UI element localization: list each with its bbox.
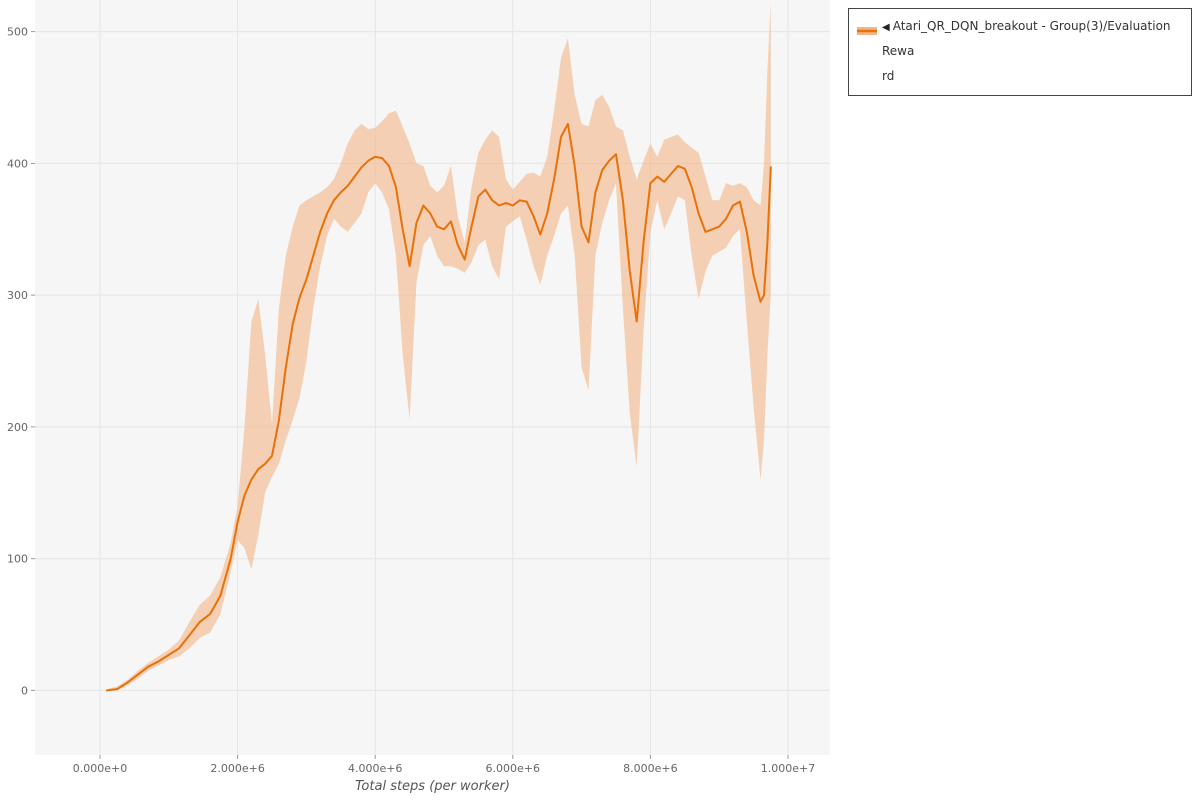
y-tick-label: 300 [7, 289, 28, 302]
chart-area: 0.000e+0 2.000e+6 4.000e+6 6.000e+6 8.000e+6… [0, 0, 840, 800]
legend-marker-icon: ◀ [882, 22, 890, 33]
x-axis-label: Total steps (per worker) [355, 779, 510, 794]
x-tick-label: 4.000e+6 [348, 762, 402, 775]
legend-label: ◀ Atari_QR_DQN_breakout - Group(3)/Evalua… [882, 14, 1183, 90]
y-tick-label: 500 [7, 26, 28, 39]
legend[interactable]: ◀ Atari_QR_DQN_breakout - Group(3)/Evalua… [848, 8, 1192, 96]
y-tick-label: 400 [7, 157, 28, 170]
x-tick-label: 6.000e+6 [486, 762, 540, 775]
x-tick-label: 0.000e+0 [73, 762, 127, 775]
plot-background [35, 0, 830, 755]
x-tick-label: 2.000e+6 [210, 762, 264, 775]
legend-swatch-icon [857, 21, 877, 46]
legend-label-line-1: Atari_QR_DQN_breakout - Group(3)/Evaluat… [882, 19, 1171, 59]
x-tick-label: 1.000e+7 [761, 762, 815, 775]
y-tick-label: 0 [21, 684, 28, 697]
y-tick-label: 100 [7, 553, 28, 566]
mean-line [105, 122, 772, 692]
evaluation-reward-chart[interactable]: 0.000e+0 2.000e+6 4.000e+6 6.000e+6 8.000e+6… [0, 0, 840, 800]
x-tick-label: 8.000e+6 [623, 762, 677, 775]
legend-label-line-2: rd [882, 69, 895, 84]
y-tick-label: 200 [7, 421, 28, 434]
confidence-band [106, 2, 771, 691]
